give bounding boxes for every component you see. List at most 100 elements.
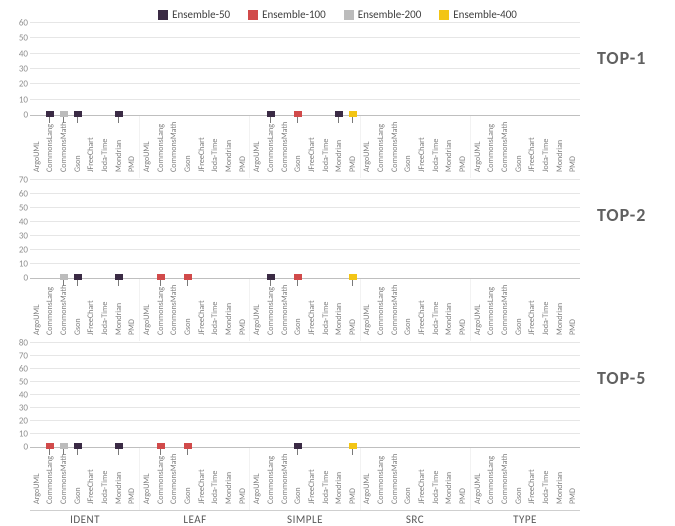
x-tick-label: CommonsLang [267,116,275,172]
x-tick-label: Joda-Time [432,116,440,172]
chart-row: TOP-501020304050607080ArgoUMLCommonsLang… [4,343,671,526]
x-tick-label: CommonsMath [170,116,178,172]
x-tick-label: Mondrian [225,448,233,504]
y-tick-label: 60 [8,19,28,28]
x-tick-label: ArgoUML [143,448,151,504]
legend-item-1: Ensemble-100 [248,8,326,21]
x-tick: ArgoUML [471,279,485,335]
group-label: LEAF [140,510,250,526]
x-tick: Mondrian [112,116,126,172]
gridline [30,53,580,54]
legend-swatch-2 [344,10,354,20]
x-axis-group: ArgoUMLCommonsLangCommonsMathGsonJFreeCh… [30,279,139,341]
x-tick: CommonsLang [484,448,498,504]
y-tick-label: 50 [8,204,28,213]
x-tick: PMD [456,116,470,172]
x-tick-label: Joda-Time [542,279,550,335]
x-tick: Mondrian [222,279,236,335]
gridline [30,22,580,23]
x-tick: Gson [71,448,85,504]
x-tick-label: CommonsLang [377,116,385,172]
x-tick-label: JFreeChart [87,279,95,335]
x-tick-label: CommonsMath [391,116,399,172]
x-tick: Joda-Time [98,116,112,172]
y-tick-label: 70 [8,176,28,185]
x-tick: ArgoUML [471,116,485,172]
y-tick-label: 70 [8,352,28,361]
x-tick-label: JFreeChart [528,279,536,335]
x-tick-label: Gson [294,448,302,504]
x-tick-label: Mondrian [445,448,453,504]
x-tick: CommonsMath [57,448,71,504]
x-tick-label: Mondrian [445,116,453,172]
x-tick-label: CommonsLang [377,279,385,335]
x-tick: ArgoUML [30,116,44,172]
y-tick-label: 80 [8,339,28,348]
x-tick: ArgoUML [250,116,264,172]
x-tick: CommonsLang [374,279,388,335]
x-tick-label: Gson [294,116,302,172]
x-tick-label: Gson [74,116,82,172]
x-tick: Gson [71,116,85,172]
legend-swatch-1 [248,10,258,20]
x-axis-group: ArgoUMLCommonsLangCommonsMathGsonJFreeCh… [30,448,139,510]
x-axis-group: ArgoUMLCommonsLangCommonsMathGsonJFreeCh… [139,116,249,178]
x-tick-label: Mondrian [556,116,564,172]
y-tick-label: 40 [8,218,28,227]
x-axis-group: ArgoUMLCommonsLangCommonsMathGsonJFreeCh… [360,448,470,510]
x-tick: PMD [566,279,580,335]
x-tick: JFreeChart [195,116,209,172]
x-tick: JFreeChart [305,448,319,504]
x-tick-label: Joda-Time [542,448,550,504]
x-tick: Mondrian [112,448,126,504]
x-tick-label: Joda-Time [101,279,109,335]
x-tick: Gson [512,279,526,335]
x-tick-label: Mondrian [115,116,123,172]
x-tick: CommonsLang [154,116,168,172]
x-tick: CommonsLang [44,116,58,172]
x-tick-label: ArgoUML [474,116,482,172]
x-axis-group: ArgoUMLCommonsLangCommonsMathGsonJFreeCh… [249,448,359,510]
x-tick: ArgoUML [361,279,375,335]
x-tick-label: Gson [294,279,302,335]
x-tick-label: ArgoUML [253,279,261,335]
x-tick-label: PMD [349,279,357,335]
x-tick: CommonsMath [278,116,292,172]
group-label: SIMPLE [250,510,360,526]
y-tick-label: 10 [8,260,28,269]
y-tick-label: 10 [8,95,28,104]
gridline [30,342,580,343]
x-tick: CommonsMath [388,448,402,504]
x-tick-label: JFreeChart [198,116,206,172]
x-tick: JFreeChart [525,448,539,504]
x-tick: Joda-Time [208,448,222,504]
group-label: TYPE [470,510,580,526]
x-tick-label: Mondrian [115,448,123,504]
x-tick: CommonsLang [44,448,58,504]
x-tick-label: PMD [239,279,247,335]
x-tick: Joda-Time [208,279,222,335]
x-tick-label: ArgoUML [33,279,41,335]
group-label: IDENT [30,510,140,526]
x-tick: JFreeChart [195,448,209,504]
x-tick: JFreeChart [85,116,99,172]
x-tick-label: ArgoUML [253,116,261,172]
x-tick: PMD [236,448,250,504]
x-tick: PMD [346,448,360,504]
plot-area: 0102030405060 [30,23,580,116]
x-tick: Mondrian [553,448,567,504]
x-tick: JFreeChart [525,279,539,335]
x-tick-label: PMD [239,116,247,172]
x-axis-group: ArgoUMLCommonsLangCommonsMathGsonJFreeCh… [360,279,470,341]
x-tick: PMD [566,116,580,172]
x-tick: Mondrian [332,448,346,504]
x-tick: CommonsLang [264,116,278,172]
x-tick-label: JFreeChart [528,116,536,172]
x-tick-label: CommonsMath [170,279,178,335]
gridline [30,207,580,208]
x-tick: ArgoUML [30,279,44,335]
x-tick-label: CommonsLang [157,279,165,335]
x-tick: JFreeChart [415,116,429,172]
x-tick: PMD [126,279,140,335]
x-tick: Joda-Time [539,116,553,172]
